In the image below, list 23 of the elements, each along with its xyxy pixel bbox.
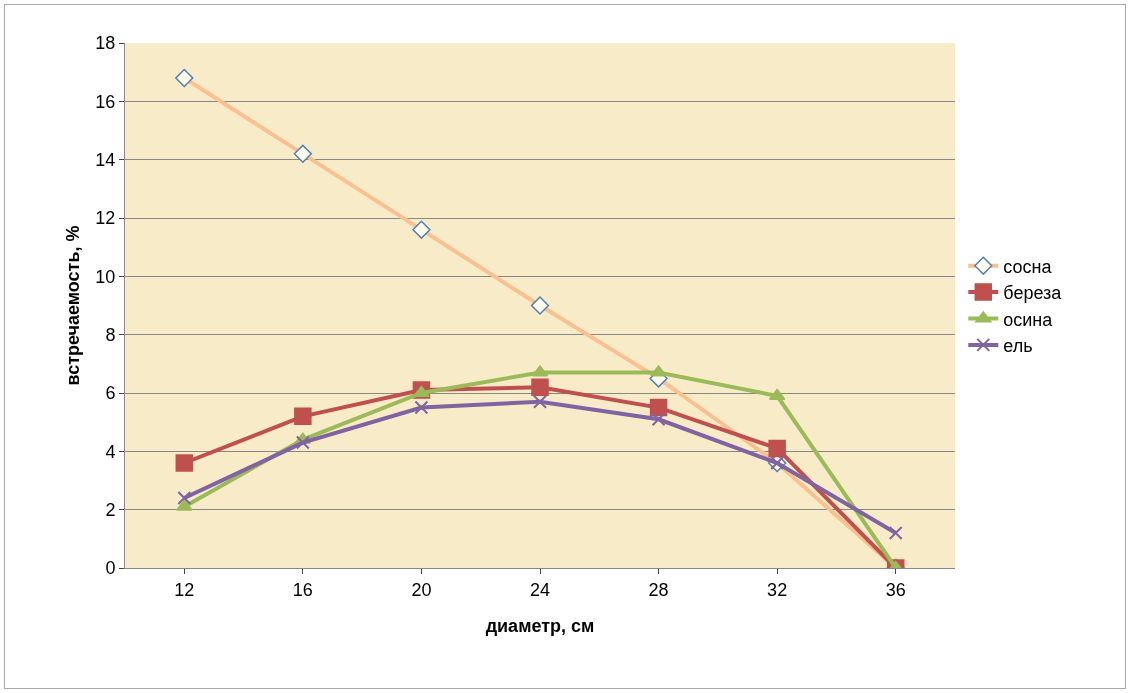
y-tick-label: 0 xyxy=(105,558,116,579)
legend-label: береза xyxy=(1003,283,1063,304)
y-tick-label: 14 xyxy=(95,149,116,170)
y-tick-label: 18 xyxy=(95,33,116,54)
legend-label: осина xyxy=(1003,309,1054,330)
x-tick-label: 16 xyxy=(292,579,313,600)
legend-label: сосна xyxy=(1003,256,1053,277)
x-tick-label: 24 xyxy=(529,579,551,600)
legend-label: ель xyxy=(1003,335,1033,356)
x-tick-label: 32 xyxy=(767,579,788,600)
y-axis-title: встречаемость, % xyxy=(63,225,83,386)
y-tick-label: 10 xyxy=(95,266,116,287)
y-tick-label: 16 xyxy=(95,91,116,112)
x-tick-label: 36 xyxy=(885,579,906,600)
y-tick-label: 6 xyxy=(105,383,116,404)
y-tick-label: 12 xyxy=(95,208,116,229)
y-tick-label: 4 xyxy=(105,441,116,462)
x-tick-label: 28 xyxy=(648,579,669,600)
x-tick-label: 12 xyxy=(174,579,195,600)
y-tick-label: 2 xyxy=(105,499,116,520)
y-tick-label: 8 xyxy=(105,324,116,345)
x-tick-label: 20 xyxy=(411,579,432,600)
x-axis-title: диаметр, см xyxy=(485,616,595,636)
